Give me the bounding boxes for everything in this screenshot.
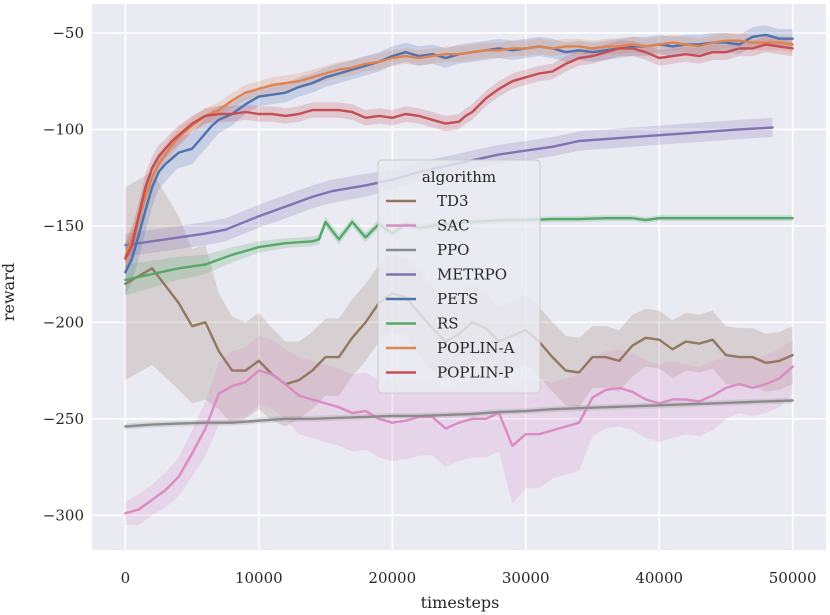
y-tick-label: −250	[43, 410, 84, 428]
x-tick-label: 30000	[502, 569, 550, 587]
y-axis-label: reward	[0, 263, 18, 321]
line-poplin-p	[124, 43, 794, 260]
legend-label-rs: RS	[437, 315, 459, 333]
y-tick-label: −300	[43, 506, 84, 524]
legend: algorithm TD3 SAC PPO METRPO PETS RS POPLIN-A P…	[377, 159, 541, 394]
x-tick-label: 50000	[769, 569, 817, 587]
legend-label-ppo: PPO	[437, 241, 469, 259]
y-tick-label: −150	[43, 217, 84, 235]
band-pets	[125, 25, 793, 296]
legend-box	[377, 159, 541, 394]
legend-title: algorithm	[422, 168, 496, 186]
x-tick-label: 40000	[635, 569, 683, 587]
x-tick-label: 0	[121, 569, 131, 587]
y-tick-label: −200	[43, 313, 84, 331]
y-tick-label: −50	[52, 24, 84, 42]
line-poplin-a	[124, 39, 794, 258]
y-tick-label: −100	[43, 120, 84, 138]
legend-label-metrpo: METRPO	[437, 266, 507, 284]
line-pets	[124, 33, 794, 274]
legend-label-td3: TD3	[437, 192, 469, 210]
line-ppo	[124, 399, 794, 428]
y-axis-ticks: −300 −250 −200 −150 −100 −50	[43, 24, 84, 524]
x-tick-label: 20000	[368, 569, 416, 587]
x-axis-ticks: 0 10000 20000 30000 40000 50000	[121, 569, 817, 587]
legend-label-sac: SAC	[437, 217, 470, 235]
legend-label-poplin-a: POPLIN-A	[437, 339, 515, 357]
legend-label-pets: PETS	[437, 290, 478, 308]
legend-label-poplin-p: POPLIN-P	[437, 364, 514, 382]
line-sac	[124, 365, 794, 515]
x-tick-label: 10000	[235, 569, 283, 587]
x-axis-label: timesteps	[421, 593, 500, 612]
legend-items: TD3 SAC PPO METRPO PETS RS POPLIN-A POPLIN-P	[386, 192, 515, 382]
